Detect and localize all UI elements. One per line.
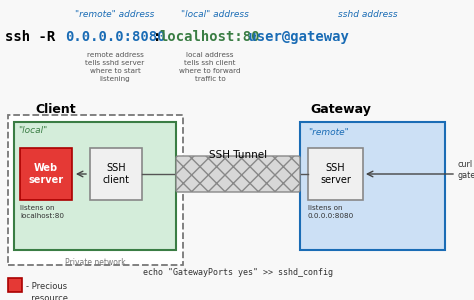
Text: Client: Client [35, 103, 76, 116]
Text: - Precious
  resource: - Precious resource [26, 282, 68, 300]
Text: "remote" address: "remote" address [75, 10, 155, 19]
Text: listens on
0.0.0.0:8080: listens on 0.0.0.0:8080 [308, 205, 354, 218]
FancyBboxPatch shape [308, 148, 363, 200]
Text: curl
gateway:8080: curl gateway:8080 [458, 160, 474, 180]
Text: echo "GatewayPorts yes" >> sshd_config: echo "GatewayPorts yes" >> sshd_config [143, 268, 333, 277]
Text: "local": "local" [18, 126, 47, 135]
FancyBboxPatch shape [20, 148, 72, 200]
FancyBboxPatch shape [8, 115, 183, 265]
FancyBboxPatch shape [176, 156, 300, 192]
Text: Web
server: Web server [28, 163, 64, 185]
FancyBboxPatch shape [8, 278, 22, 292]
Text: :: : [153, 30, 161, 44]
Text: localhost:80: localhost:80 [159, 30, 259, 44]
FancyBboxPatch shape [14, 122, 176, 250]
FancyBboxPatch shape [300, 122, 445, 250]
Text: "remote": "remote" [308, 128, 349, 137]
FancyBboxPatch shape [90, 148, 142, 200]
Text: user@gateway: user@gateway [240, 30, 349, 44]
Text: remote address
tells sshd server
where to start
listening: remote address tells sshd server where t… [85, 52, 145, 82]
Text: SSH Tunnel: SSH Tunnel [209, 150, 267, 160]
Text: listens on
localhost:80: listens on localhost:80 [20, 205, 64, 218]
Text: SSH
server: SSH server [320, 163, 351, 185]
Text: "local" address: "local" address [181, 10, 249, 19]
Text: 0.0.0.0:8080: 0.0.0.0:8080 [65, 30, 165, 44]
Text: ssh -R: ssh -R [5, 30, 64, 44]
Text: sshd address: sshd address [338, 10, 398, 19]
Text: Gateway: Gateway [310, 103, 371, 116]
Text: Private network: Private network [65, 258, 126, 267]
Text: SSH
client: SSH client [102, 163, 129, 185]
Text: local address
tells ssh client
where to forward
traffic to: local address tells ssh client where to … [179, 52, 241, 82]
